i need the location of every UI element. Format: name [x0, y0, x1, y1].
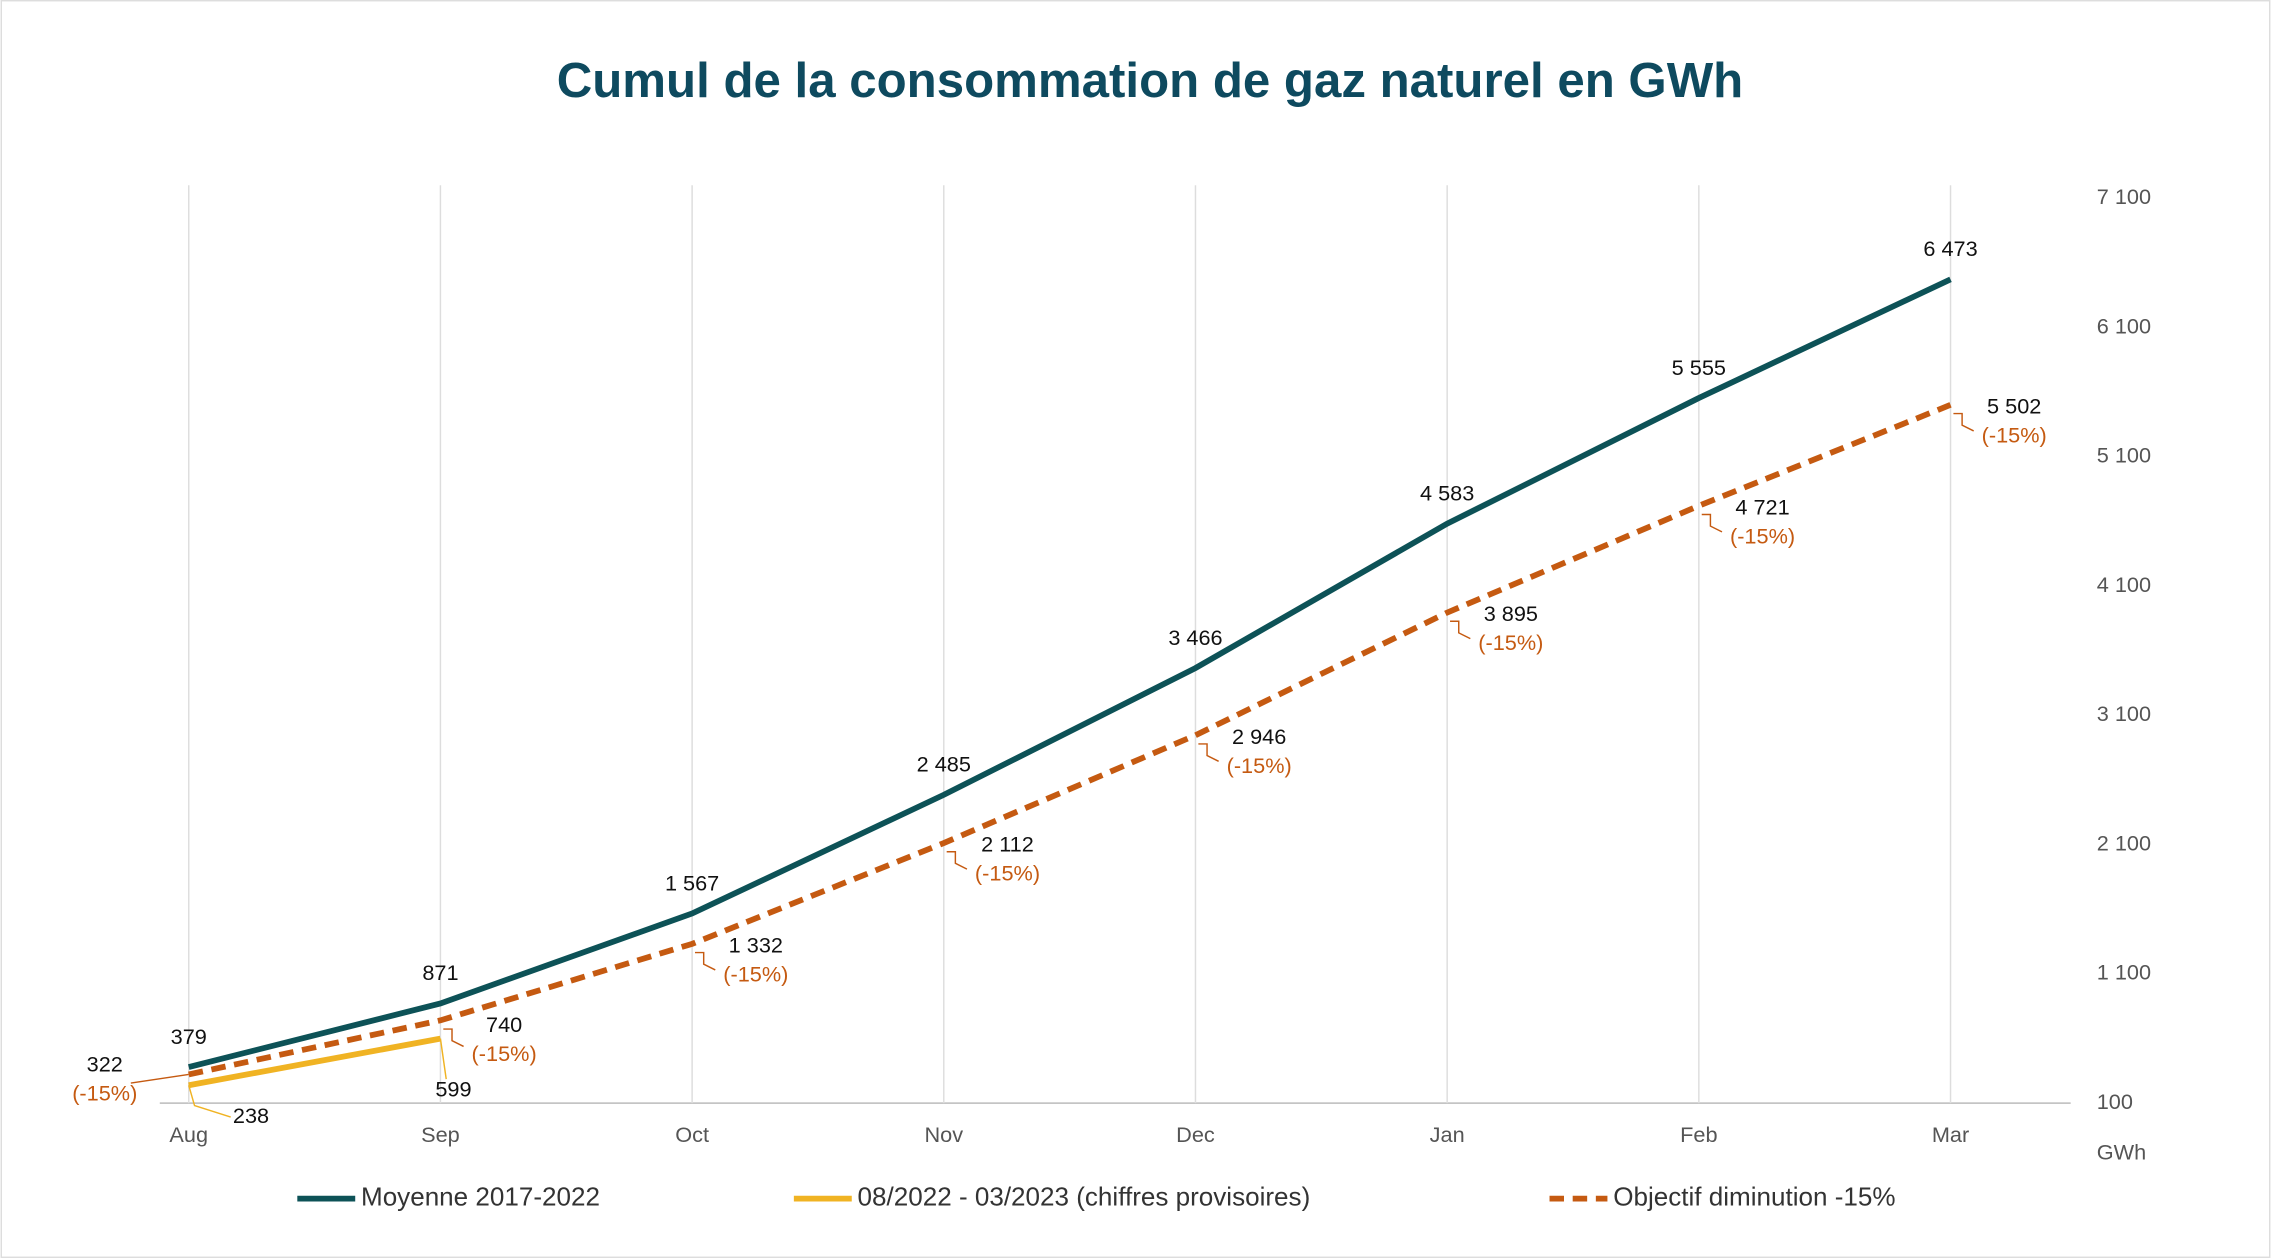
x-tick-label: Dec	[1176, 1122, 1215, 1147]
x-tick-label: Aug	[169, 1122, 208, 1147]
data-label: 238	[233, 1103, 269, 1128]
data-label-note: (-15%)	[1227, 753, 1292, 778]
y-tick-label: 3 100	[2097, 701, 2151, 726]
leader-line	[188, 1085, 231, 1118]
data-label: 740	[486, 1012, 522, 1037]
y-tick-label: 5 100	[2097, 443, 2151, 468]
series-line	[188, 402, 1952, 1078]
leader-line	[1701, 513, 1723, 533]
data-label: 3 466	[1168, 625, 1222, 650]
data-label-note: (-15%)	[1478, 630, 1543, 655]
data-label: 1 567	[665, 870, 719, 895]
x-tick-label: Oct	[675, 1122, 709, 1147]
legend-label: Objectif diminution -15%	[1613, 1182, 1895, 1212]
leader-line	[946, 851, 968, 870]
data-label: 4 721	[1735, 494, 1789, 519]
data-label: 599	[435, 1076, 471, 1101]
data-label: 5 555	[1672, 355, 1726, 380]
x-tick-label: Sep	[421, 1122, 460, 1147]
y-tick-label: 2 100	[2097, 830, 2151, 855]
x-tick-label: Mar	[1932, 1122, 1969, 1147]
y-tick-label: 100	[2097, 1089, 2133, 1114]
data-label: 5 502	[1987, 394, 2041, 419]
y-tick-label: 6 100	[2097, 313, 2151, 338]
y-tick-label: 7 100	[2097, 184, 2151, 209]
chart-title: Cumul de la consommation de gaz naturel …	[557, 53, 1743, 108]
leader-line	[443, 1028, 464, 1048]
leader-line	[695, 951, 716, 971]
data-label-note: (-15%)	[1982, 422, 2047, 447]
data-label: 871	[422, 960, 458, 985]
data-label-note: (-15%)	[723, 961, 788, 986]
x-tick-label: Nov	[924, 1122, 963, 1147]
data-label: 6 473	[1923, 236, 1977, 261]
data-label-note: (-15%)	[472, 1041, 537, 1066]
data-label: 4 583	[1420, 480, 1474, 505]
data-label-note: (-15%)	[72, 1080, 137, 1105]
y-tick-label: 4 100	[2097, 572, 2151, 597]
data-label: 2 112	[981, 832, 1034, 857]
data-label-note: (-15%)	[975, 861, 1040, 886]
y-tick-label: 1 100	[2097, 960, 2151, 985]
data-label-note: (-15%)	[1730, 523, 1795, 548]
data-label: 1 332	[729, 932, 783, 957]
data-label: 2 946	[1232, 724, 1286, 749]
x-tick-label: Jan	[1430, 1122, 1465, 1147]
leader-line	[1450, 620, 1471, 640]
series-line	[188, 1035, 441, 1089]
leader-line	[439, 1038, 447, 1080]
leader-line	[130, 1073, 189, 1084]
data-label: 322	[87, 1051, 123, 1076]
leader-line	[1953, 412, 1975, 432]
data-label: 2 485	[917, 752, 971, 777]
legend-label: 08/2022 - 03/2023 (chiffres provisoires)	[858, 1182, 1311, 1212]
data-label: 3 895	[1484, 601, 1538, 626]
leader-line	[1198, 743, 1219, 762]
y-axis-label: GWh	[2097, 1140, 2146, 1165]
x-tick-label: Feb	[1680, 1122, 1717, 1147]
data-label: 379	[171, 1024, 207, 1049]
series-line	[188, 276, 1952, 1070]
legend-label: Moyenne 2017-2022	[361, 1182, 600, 1212]
